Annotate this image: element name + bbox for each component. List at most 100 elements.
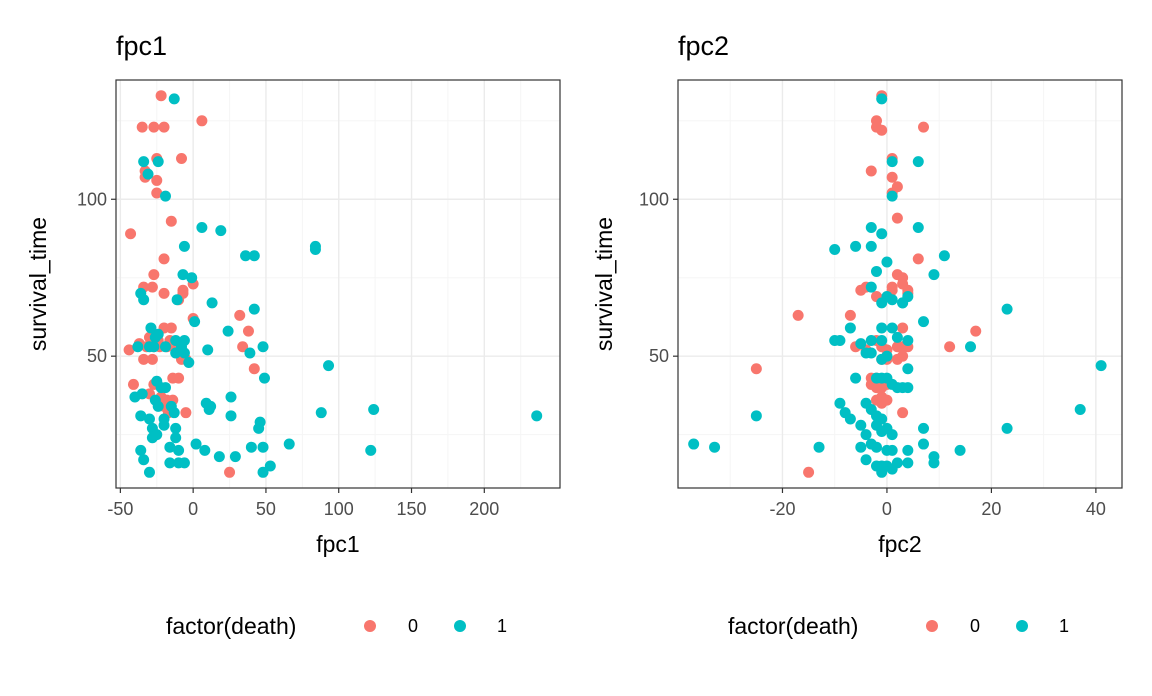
x-tick-label: 50 <box>256 499 276 519</box>
data-point-death-1 <box>159 382 171 394</box>
data-point-death-1 <box>876 297 888 309</box>
data-point-death-1 <box>206 297 218 309</box>
data-point-death-1 <box>902 363 914 375</box>
data-point-death-1 <box>178 457 190 469</box>
data-point-death-1 <box>860 347 872 359</box>
data-point-death-1 <box>173 444 185 456</box>
data-point-death-1 <box>213 451 225 463</box>
data-point-death-1 <box>245 441 257 453</box>
data-point-death-1 <box>860 429 872 441</box>
data-point-death-1 <box>138 454 150 466</box>
data-point-death-1 <box>244 347 256 359</box>
panel-title-fpc1: fpc1 <box>116 31 167 61</box>
data-point-death-0 <box>865 165 877 177</box>
data-point-death-1 <box>891 331 903 343</box>
data-point-death-1 <box>159 341 171 353</box>
data-point-death-1 <box>844 322 856 334</box>
data-point-death-1 <box>222 325 234 337</box>
data-point-death-0 <box>176 152 188 164</box>
data-point-death-0 <box>151 187 163 199</box>
data-point-death-0 <box>918 121 930 133</box>
data-point-death-1 <box>954 444 966 456</box>
x-axis-title-fpc1: fpc1 <box>316 531 359 557</box>
data-point-death-1 <box>138 294 150 306</box>
x-tick-label: -50 <box>107 499 133 519</box>
data-point-death-1 <box>164 441 176 453</box>
data-point-death-1 <box>876 93 888 105</box>
data-point-death-1 <box>283 438 295 450</box>
data-point-death-0 <box>897 407 909 419</box>
data-point-death-1 <box>136 388 148 400</box>
data-point-death-1 <box>709 441 721 453</box>
data-point-death-1 <box>368 404 380 416</box>
data-point-death-1 <box>855 441 867 453</box>
data-point-death-1 <box>229 451 241 463</box>
data-point-death-1 <box>855 419 867 431</box>
legend-label-0-fpc2: 0 <box>970 616 980 636</box>
data-point-death-1 <box>258 372 270 384</box>
legend-fpc2: factor(death) 0 1 <box>728 613 1069 639</box>
data-point-death-1 <box>876 322 888 334</box>
data-point-death-1 <box>897 297 909 309</box>
data-point-death-1 <box>834 397 846 409</box>
data-point-death-1 <box>938 250 950 262</box>
data-point-death-1 <box>902 334 914 346</box>
legend-key-1-fpc1 <box>454 620 466 632</box>
data-point-death-1 <box>855 338 867 350</box>
data-point-death-0 <box>158 121 170 133</box>
data-point-death-1 <box>178 347 190 359</box>
data-point-death-0 <box>148 269 160 281</box>
data-point-death-1 <box>886 444 898 456</box>
data-point-death-0 <box>897 278 909 290</box>
data-point-death-1 <box>190 438 202 450</box>
data-point-death-0 <box>151 174 163 186</box>
data-point-death-1 <box>199 444 211 456</box>
panel-border-fpc1 <box>115 79 561 489</box>
data-point-death-1 <box>1074 404 1086 416</box>
data-point-death-1 <box>159 190 171 202</box>
data-point-death-0 <box>180 407 192 419</box>
y-tick-label: 100 <box>77 189 107 209</box>
x-tick-label: 0 <box>188 499 198 519</box>
data-point-death-0 <box>237 341 249 353</box>
data-point-death-1 <box>171 294 183 306</box>
legend-title-fpc2: factor(death) <box>728 613 858 639</box>
data-point-death-1 <box>865 334 877 346</box>
data-point-death-0 <box>123 344 135 356</box>
data-point-death-0 <box>876 124 888 136</box>
legend-label-0-fpc1: 0 <box>408 616 418 636</box>
panel-fpc2: fpc2 -20 0 20 40 50 100 fpc2 survival_time <box>591 31 1123 557</box>
data-point-death-1 <box>257 341 269 353</box>
panel-fpc1: fpc1 -50 0 50 100 150 200 50 100 fpc1 survival_… <box>25 31 561 557</box>
data-point-death-1 <box>829 243 841 255</box>
data-point-death-1 <box>143 413 155 425</box>
data-point-death-1 <box>813 441 825 453</box>
data-point-death-1 <box>186 272 198 284</box>
data-point-death-1 <box>168 407 180 419</box>
data-point-death-0 <box>750 363 762 375</box>
data-point-death-1 <box>248 303 260 315</box>
legend-key-1-fpc2 <box>1016 620 1028 632</box>
data-point-death-0 <box>165 322 177 334</box>
data-point-death-1 <box>178 240 190 252</box>
data-point-death-1 <box>886 190 898 202</box>
ticks-fpc1: -50 0 50 100 150 200 50 100 <box>77 189 499 519</box>
data-point-death-1 <box>142 168 154 180</box>
data-point-death-0 <box>234 309 246 321</box>
data-point-death-1 <box>1001 422 1013 434</box>
y-tick-label: 50 <box>87 346 107 366</box>
data-point-death-0 <box>148 121 160 133</box>
x-tick-label: 200 <box>469 499 499 519</box>
data-point-death-1 <box>918 422 930 434</box>
x-tick-label: 20 <box>981 499 1001 519</box>
data-point-death-1 <box>1095 360 1107 372</box>
legend-label-1-fpc2: 1 <box>1059 616 1069 636</box>
data-point-death-1 <box>164 457 176 469</box>
data-point-death-1 <box>148 341 160 353</box>
data-point-death-0 <box>844 309 856 321</box>
data-point-death-1 <box>254 416 266 428</box>
data-point-death-1 <box>168 93 180 105</box>
panel-border-fpc2 <box>677 79 1123 489</box>
data-point-death-1 <box>870 441 882 453</box>
